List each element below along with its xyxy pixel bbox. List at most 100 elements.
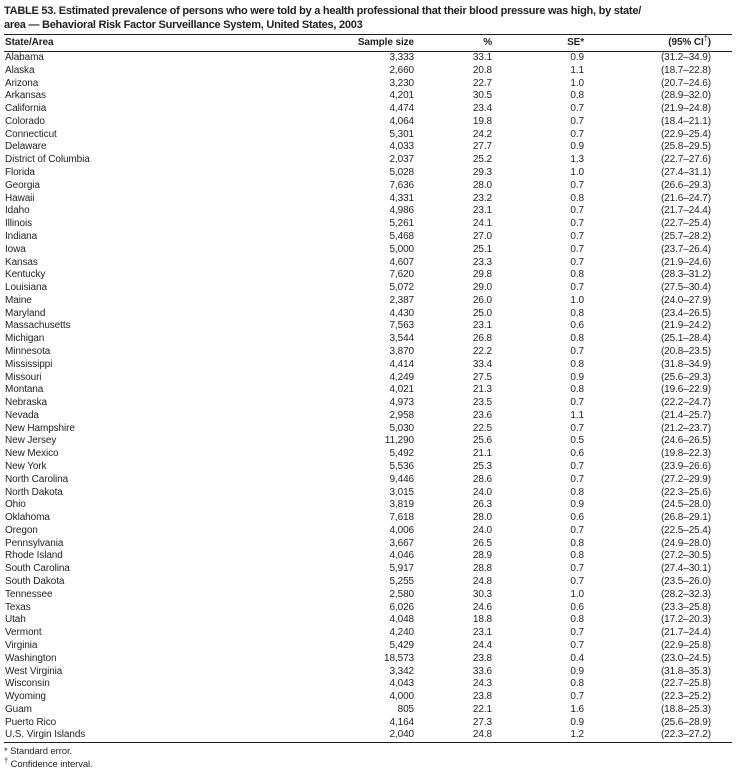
cell-state-area: South Carolina [5,563,70,575]
cell-sample-size: 2,660 [389,64,414,76]
cell-percent: 24.8 [472,576,492,588]
cell-ci: (21.4–25.7) [660,409,711,421]
cell-state-area: Montana [5,384,44,396]
cell-sample-size: 5,072 [389,282,414,294]
table-row: Vermont 4,240 23.1 0.7 (21.7–24.4) [4,627,732,640]
cell-ci: (25.7–28.2) [660,230,711,242]
cell-state-area: Puerto Rico [5,716,57,728]
table-row: Wyoming 4,000 23.8 0.7 (22.3–25.2) [4,691,732,704]
cell-sample-size: 2,037 [389,154,414,166]
cell-ci: (17.2–20.3) [660,614,711,626]
cell-sample-size: 3,819 [389,499,414,511]
cell-state-area: Nevada [5,409,39,421]
table-row: Colorado 4,064 19.8 0.7 (18.4–21.1) [4,116,732,129]
page-title: TABLE 53. Estimated prevalence of person… [4,4,732,32]
cell-sample-size: 4,164 [389,716,414,728]
cell-sample-size: 7,563 [389,320,414,332]
cell-percent: 29.0 [472,282,492,294]
table-row: Oklahoma 7,618 28.0 0.6 (26.8–29.1) [4,512,732,525]
cell-ci: (22.3–25.6) [660,486,711,498]
footnote-confidence-interval: † Confidence interval. [4,756,93,771]
cell-percent: 23.3 [472,256,492,268]
cell-ci: (31.8–35.3) [660,665,711,677]
cell-ci: (25.8–29.5) [660,141,711,153]
cell-ci: (22.7–25.8) [660,678,711,690]
table-row: Michigan 3,544 26.8 0.8 (25.1–28.4) [4,333,732,346]
table-row: Louisiana 5,072 29.0 0.7 (27.5–30.4) [4,282,732,295]
cell-sample-size: 7,620 [389,269,414,281]
cell-ci: (31.2–34.9) [660,52,711,63]
cell-sample-size: 7,636 [389,179,414,191]
cell-se: 1.0 [570,588,584,600]
cell-state-area: Wisconsin [5,678,50,690]
cell-sample-size: 9,446 [389,473,414,485]
column-header-se: SE* [492,34,584,52]
cell-ci: (23.7–26.4) [660,243,711,255]
table-row: Arkansas 4,201 30.5 0.8 (28.9–32.0) [4,90,732,103]
table-row: Arizona 3,230 22.7 1.0 (20.7–24.6) [4,78,732,91]
cell-se: 0.5 [570,435,584,447]
cell-percent: 30.5 [472,90,492,102]
cell-sample-size: 805 [397,703,414,715]
cell-state-area: Pennsylvania [5,537,64,549]
cell-percent: 28.0 [472,179,492,191]
cell-percent: 29.8 [472,269,492,281]
cell-percent: 22.2 [472,345,492,357]
cell-percent: 28.8 [472,563,492,575]
cell-percent: 23.1 [472,320,492,332]
cell-se: 0.7 [570,563,584,575]
cell-percent: 24.0 [472,486,492,498]
cell-ci: (22.5–25.4) [660,524,711,536]
cell-state-area: Colorado [5,115,45,127]
cell-state-area: Arizona [5,77,39,89]
table-row: New Jersey 11,290 25.6 0.5 (24.6–26.5) [4,435,732,448]
cell-se: 0.7 [570,243,584,255]
cell-ci: (28.2–32.3) [660,588,711,600]
cell-sample-size: 5,536 [389,461,414,472]
cell-percent: 24.3 [472,678,492,690]
cell-percent: 24.4 [472,639,492,651]
cell-sample-size: 4,249 [389,371,414,383]
table-row: Nevada 2,958 23.6 1.1 (21.4–25.7) [4,410,732,423]
cell-se: 1.6 [570,703,584,715]
cell-sample-size: 4,240 [389,627,414,639]
cell-sample-size: 5,030 [389,422,414,434]
cell-state-area: New Mexico [5,448,59,460]
cell-sample-size: 3,544 [389,333,414,345]
cell-ci: (27.5–30.4) [660,282,711,294]
cell-state-area: North Carolina [5,473,69,485]
cell-percent: 29.3 [472,167,492,179]
cell-se: 0.8 [570,550,584,562]
cell-percent: 22.7 [472,77,492,89]
cell-percent: 21.1 [472,448,492,460]
cell-sample-size: 3,870 [389,345,414,357]
cell-ci: (24.9–28.0) [660,537,711,549]
cell-ci: (23.0–24.5) [660,652,711,664]
table-row: Ohio 3,819 26.3 0.9 (24.5–28.0) [4,499,732,512]
cell-percent: 33.4 [472,358,492,370]
cell-sample-size: 7,618 [389,512,414,524]
cell-state-area: Michigan [5,333,45,345]
cell-ci: (27.2–30.5) [660,550,711,562]
cell-sample-size: 4,986 [389,205,414,217]
cell-sample-size: 5,028 [389,167,414,179]
cell-se: 0.7 [570,627,584,639]
cell-percent: 24.1 [472,218,492,230]
cell-se: 0.9 [570,716,584,728]
cell-sample-size: 4,607 [389,256,414,268]
table-row: Massachusetts 7,563 23.1 0.6 (21.9–24.2) [4,320,732,333]
cell-ci: (21.7–24.4) [660,627,711,639]
cell-ci: (18.7–22.8) [660,64,711,76]
cell-sample-size: 4,414 [389,358,414,370]
cell-state-area: Oklahoma [5,512,50,524]
cell-ci: (21.9–24.8) [660,103,711,115]
cell-percent: 24.6 [472,601,492,613]
dagger-symbol: † [703,33,708,43]
cell-ci: (26.6–29.3) [660,179,711,191]
cell-ci: (22.2–24.7) [660,397,711,409]
cell-percent: 27.5 [472,371,492,383]
cell-percent: 33.1 [472,52,492,63]
cell-sample-size: 4,000 [389,691,414,703]
cell-sample-size: 4,033 [389,141,414,153]
cell-sample-size: 3,333 [389,52,414,63]
